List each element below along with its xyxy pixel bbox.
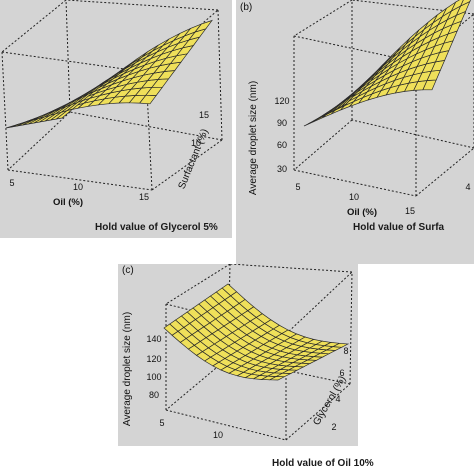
box-c-edge <box>229 264 353 273</box>
box-b-edge <box>293 169 417 197</box>
z-axis-label-c: Average droplet size (nm) <box>122 312 133 426</box>
z-tick-b: 60 <box>277 140 287 150</box>
y-axis-label-a: Surfactant (%) <box>177 127 211 190</box>
y-tick-c: 2 <box>331 422 336 432</box>
x-tick-c: 5 <box>159 418 164 428</box>
y-tick-c: 4 <box>335 394 340 404</box>
z-tick-c: 120 <box>146 354 161 364</box>
box-b-edge <box>351 119 474 149</box>
box-b-edge <box>293 119 353 171</box>
box-b-edge <box>415 147 474 197</box>
box-c-edge <box>285 271 353 335</box>
box-c-edge <box>349 271 353 385</box>
z-tick-c: 100 <box>146 372 161 382</box>
box-b-edge <box>293 35 417 63</box>
caption-b: Hold value of Surfa <box>353 222 445 233</box>
surface-plot-b: 120 90 60 30 Average droplet size (nm) 5 10 15 O… <box>248 0 474 218</box>
box-a-edge <box>1 51 147 73</box>
x-tick-b: 5 <box>295 182 300 192</box>
y-tick-a: 10 <box>191 138 201 148</box>
z-tick-b: 30 <box>277 164 287 174</box>
box-a-edge <box>1 0 67 53</box>
x-tick-a: 15 <box>139 192 149 202</box>
z-tick-c: 140 <box>146 334 161 344</box>
x-tick-c: 10 <box>213 430 223 440</box>
y-tick-a: 15 <box>199 110 209 120</box>
box-a-edge <box>1 51 9 171</box>
box-b-edge <box>293 0 353 37</box>
panel-label-c: (c) <box>122 265 134 276</box>
caption-a: Hold value of Glycerol 5% <box>95 222 218 233</box>
x-tick-b: 15 <box>405 206 415 216</box>
y-tick-c: 8 <box>343 346 348 356</box>
y-tick-b: 4 <box>465 182 470 192</box>
box-a-edge <box>65 0 71 113</box>
box-c-edge <box>165 264 231 305</box>
box-c-edge <box>165 409 287 441</box>
z-tick-b: 120 <box>274 96 289 106</box>
panel-label-b: (b) <box>240 2 253 13</box>
y-axis-label-c: Glycerol (%) <box>311 374 348 427</box>
x-tick-a: 5 <box>9 178 14 188</box>
chart-panel-b: 120 90 60 30 Average droplet size (nm) 5 10 15 O… <box>236 0 474 264</box>
box-a-edge <box>217 9 223 141</box>
x-tick-a: 10 <box>73 182 83 192</box>
caption-c: Hold value of Oil 10% <box>272 458 374 469</box>
z-tick-b: 90 <box>277 118 287 128</box>
chart-panel-c: 140 120 100 80 Average droplet size (nm) 5 10 1… <box>118 264 358 446</box>
box-c-edge <box>227 357 351 385</box>
z-axis-label-b: Average droplet size (nm) <box>248 81 259 195</box>
x-axis-label-a: Oil (%) <box>53 197 83 208</box>
x-tick-b: 10 <box>349 192 359 202</box>
surface-a-facet <box>194 19 213 33</box>
chart-panel-a: 5 10 15 Oil (%) 15 10 Surfactant (%) Hold valu… <box>0 0 232 238</box>
surface-c-facet <box>331 342 350 348</box>
x-axis-label-b: Oil (%) <box>347 207 377 218</box>
box-a-edge <box>69 111 223 141</box>
y-tick-c: 6 <box>339 368 344 378</box>
box-a-edge <box>65 0 219 11</box>
box-a-edge <box>7 169 153 191</box>
surface-b-facet <box>450 0 464 12</box>
surface-b-facet <box>459 0 471 7</box>
z-tick-c: 80 <box>149 390 159 400</box>
